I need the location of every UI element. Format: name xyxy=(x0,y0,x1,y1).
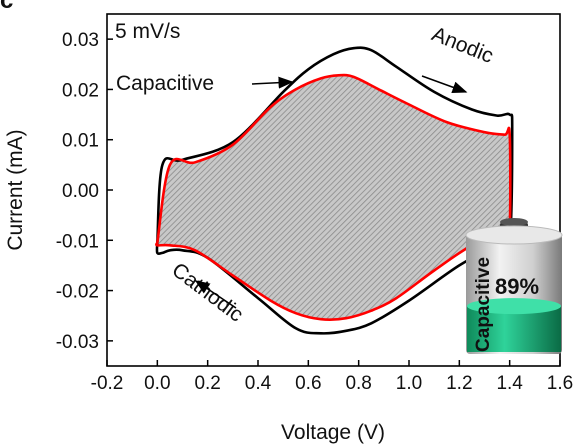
battery-top-cap xyxy=(465,225,563,245)
x-tick-label: 1.0 xyxy=(396,373,422,394)
x-tick-label: -0.2 xyxy=(91,373,124,394)
y-tick-label: -0.02 xyxy=(56,282,99,303)
anodic-arrow xyxy=(421,75,468,94)
y-axis-ticks: 0.03 0.02 0.01 0.00 -0.01 -0.02 -0.03 xyxy=(56,30,113,353)
x-tick-label: 0.0 xyxy=(144,373,170,394)
scan-rate-label: 5 mV/s xyxy=(115,20,180,43)
x-tick-label: 1.6 xyxy=(547,373,573,394)
y-tick-label: -0.03 xyxy=(56,332,99,353)
x-tick-label: 0.6 xyxy=(295,373,321,394)
capacitive-area xyxy=(156,75,511,320)
x-axis-ticks: -0.2 0.0 0.2 0.4 0.6 0.8 1.0 1.2 1.4 1.6 xyxy=(91,360,573,394)
x-tick-label: 0.8 xyxy=(345,373,371,394)
anodic-label: Anodic xyxy=(428,23,496,68)
x-tick-label: 0.2 xyxy=(194,373,220,394)
battery-icon: Capacitive 89% xyxy=(465,218,563,354)
x-tick-label: 1.4 xyxy=(496,373,523,394)
x-tick-label: 1.2 xyxy=(446,373,472,394)
panel-label: c xyxy=(0,0,13,14)
capacitive-arrow xyxy=(251,76,294,89)
y-tick-label: -0.01 xyxy=(56,231,99,252)
x-tick-label: 0.4 xyxy=(245,373,272,394)
battery-terminal-top xyxy=(500,218,528,226)
capacitive-annotation: Capacitive xyxy=(116,72,214,95)
y-tick-label: 0.01 xyxy=(62,131,99,152)
y-tick-label: 0.03 xyxy=(62,30,99,51)
battery-percent: 89% xyxy=(495,274,539,299)
y-axis-title: Current (mA) xyxy=(4,129,27,250)
battery-charge-surface xyxy=(467,298,561,315)
y-tick-label: 0.00 xyxy=(62,181,99,202)
cathodic-arrow xyxy=(194,280,237,309)
x-axis-title: Voltage (V) xyxy=(281,421,385,444)
cv-curve-capacitive xyxy=(155,73,512,321)
battery-vertical-label: Capacitive xyxy=(473,257,494,352)
y-tick-label: 0.02 xyxy=(62,80,99,101)
